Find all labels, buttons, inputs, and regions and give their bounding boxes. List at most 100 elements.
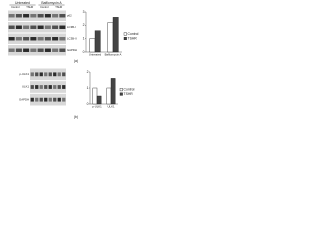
blot-band (53, 85, 57, 89)
blot-band (48, 85, 52, 89)
blot-band (37, 25, 44, 29)
legend-label: Control (124, 87, 135, 91)
blot-band (30, 97, 34, 102)
blot-strip (8, 22, 66, 33)
blot-strip (30, 68, 66, 81)
blot-band (62, 85, 66, 89)
blot-band (30, 25, 37, 29)
blot-band (44, 25, 51, 29)
blot-band (23, 25, 30, 29)
blot-band (37, 37, 44, 41)
bar (89, 38, 96, 53)
y-tick-label: 2 (87, 70, 89, 74)
x-tick-label: Untreated (89, 53, 102, 57)
x-tick-label: p-ULK1 (92, 105, 102, 109)
blot-strip (8, 33, 66, 44)
panel-label: (a) (74, 59, 78, 63)
blot-strip (30, 81, 66, 93)
row-label: GAPDH (19, 97, 29, 101)
blot-strip (8, 45, 66, 56)
lane-label: Bafilomycin A (41, 1, 62, 5)
blot-band (37, 48, 44, 52)
blot-band (15, 25, 22, 29)
blot-band (15, 48, 22, 52)
row-label: LC3B-I (67, 25, 76, 29)
blot-band (53, 97, 57, 102)
blot-band (39, 97, 43, 102)
legend-swatch (119, 88, 123, 92)
row-label: LC3B-II (67, 36, 77, 40)
y-tick-label: 1 (87, 86, 89, 90)
condition-label: Control (11, 5, 20, 9)
blot-strip (30, 93, 66, 106)
blot-band (44, 14, 51, 18)
x-tick-label: ULK1 (108, 105, 115, 109)
blot-band (35, 85, 39, 89)
blot-band (57, 72, 61, 77)
blot-band (23, 14, 30, 18)
blot-band (44, 37, 51, 41)
blot-band (44, 97, 48, 102)
blot-band (15, 37, 22, 41)
y-tick-label: 2 (83, 23, 85, 27)
blot-band (59, 14, 66, 18)
blot-band (57, 85, 61, 89)
blot-band (39, 72, 43, 77)
legend-swatch (123, 32, 127, 36)
legend-swatch (119, 92, 123, 96)
row-label: ULK1 (22, 85, 29, 89)
legend-label: TSHR (128, 36, 138, 40)
blot-band (44, 48, 51, 52)
blot-band (62, 97, 66, 102)
legend-label: TSHR (124, 92, 134, 96)
blot-band (48, 72, 52, 77)
y-tick-label: 1 (83, 37, 85, 41)
blot-band (59, 37, 66, 41)
blot-band (59, 48, 66, 52)
blot-band (30, 48, 37, 52)
blot-band (37, 14, 44, 18)
blot-band (23, 48, 30, 52)
blot-band (35, 72, 39, 77)
bar (94, 30, 101, 53)
blot-band (52, 14, 59, 18)
blot-band (8, 37, 15, 41)
blot-band (52, 37, 59, 41)
y-tick-label: 0 (87, 102, 89, 106)
blot-band (52, 25, 59, 29)
page: {"panel_labels": ["(a)", "(b)"], "blots"… (8, 0, 139, 119)
blot-band (15, 14, 22, 18)
panel-label: (b) (74, 115, 78, 119)
lane-label: Untreated (15, 1, 30, 5)
y-tick-label: 3 (83, 10, 85, 14)
blot-band (44, 72, 48, 77)
blot-band (8, 48, 15, 52)
row-label: p-ULK1 (20, 72, 30, 76)
blot-band (30, 14, 37, 18)
bar (112, 17, 119, 53)
x-tick-label: Bafilomycin A (105, 53, 122, 57)
blot-band (39, 85, 43, 89)
blot-band (59, 25, 66, 29)
row-label: GAPDH (67, 48, 77, 52)
bar (107, 22, 114, 53)
blot-band (23, 37, 30, 41)
blot-band (57, 97, 61, 102)
blot-band (62, 72, 66, 77)
condition-label: TSHR (55, 5, 62, 9)
blot-band (30, 72, 34, 77)
blot-band (30, 85, 34, 89)
blot-band (52, 48, 59, 52)
blot-band (8, 14, 15, 18)
bar (110, 78, 116, 105)
y-tick-label: 0 (83, 50, 85, 54)
bar (92, 87, 98, 105)
blot-band (35, 97, 39, 102)
bar (106, 87, 112, 105)
bar (96, 95, 102, 105)
legend-swatch (123, 37, 127, 41)
blot-band (30, 37, 37, 41)
blot-band (44, 85, 48, 89)
blot-band (8, 25, 15, 29)
